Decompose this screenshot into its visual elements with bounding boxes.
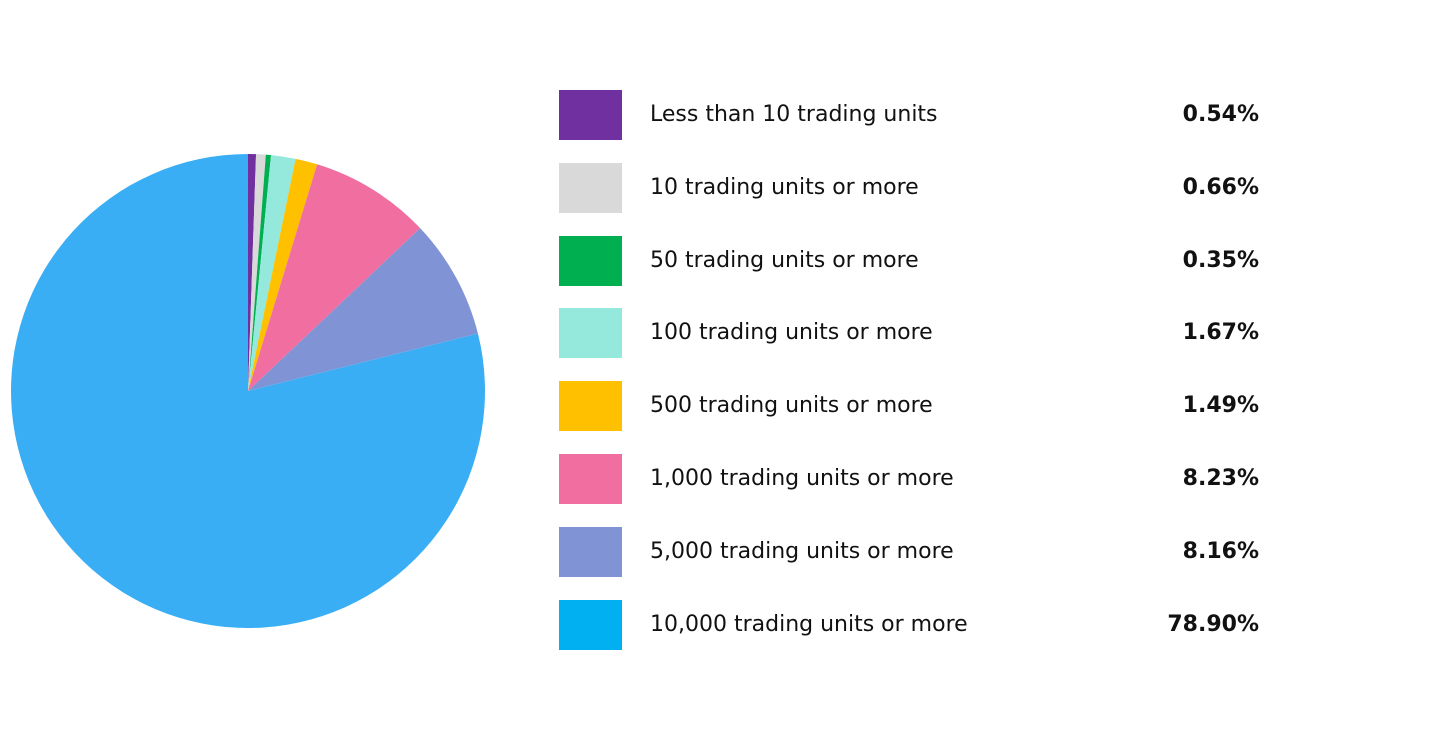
legend-swatch [559,599,622,650]
data-label: 0.54% [1182,102,1259,127]
pie-slice [248,164,421,391]
legend-label: 500 trading units or more [650,393,933,419]
legend-item: 10,000 trading units or more 78.90% [559,599,1259,650]
pie-slice [248,158,318,391]
legend-label: 100 trading units or more [650,320,933,346]
data-label: 8.23% [1182,466,1259,491]
legend-item: 500 trading units or more 1.49% [559,381,1259,432]
pie-chart [10,154,486,628]
legend-label: 10 trading units or more [650,174,919,200]
pie-slice [10,154,486,628]
legend-label: Less than 10 trading units [650,102,938,127]
pie-slice [248,154,257,391]
legend-label: 1,000 trading units or more [650,466,954,491]
data-label: 1.49% [1182,393,1259,419]
legend-label: 50 trading units or more [650,247,919,273]
legend-swatch [559,308,622,359]
data-label: 78.90% [1167,611,1259,637]
legend-label: 5,000 trading units or more [650,538,954,564]
legend-swatch [559,235,622,286]
legend-item: Less than 10 trading units 0.54% [559,90,1259,140]
pie-slice [248,228,478,391]
pie-slice [248,155,296,391]
pie-slice [248,154,266,391]
legend-swatch [559,381,622,432]
data-label: 0.66% [1182,174,1259,200]
legend-swatch [559,454,622,504]
legend-item: 1,000 trading units or more 8.23% [559,454,1259,504]
data-label: 8.16% [1182,538,1259,564]
legend-item: 100 trading units or more 1.67% [559,308,1259,359]
legend-swatch [559,90,622,140]
legend-label: 10,000 trading units or more [650,611,968,637]
legend-item: 10 trading units or more 0.66% [559,162,1259,213]
data-label: 0.35% [1182,247,1259,273]
pie-slice [248,154,272,391]
data-label: 1.67% [1182,320,1259,346]
legend-item: 50 trading units or more 0.35% [559,235,1259,286]
legend-item: 5,000 trading units or more 8.16% [559,526,1259,577]
legend-swatch [559,162,622,213]
legend-swatch [559,526,622,577]
